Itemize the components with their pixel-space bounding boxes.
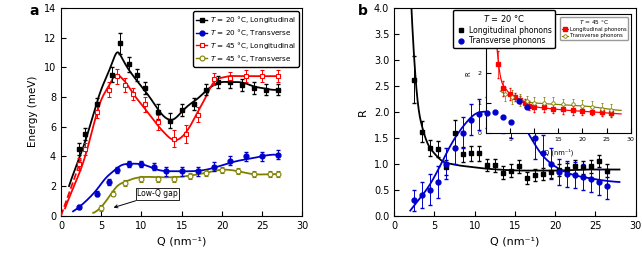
Y-axis label: R: R xyxy=(358,108,369,116)
X-axis label: Q (nm⁻¹): Q (nm⁻¹) xyxy=(157,236,206,246)
Text: a: a xyxy=(30,4,39,18)
Legend: $T$ = 20 °C, Longitudinal, $T$ = 20 °C, Transverse, $T$ = 45 °C, Longitudinal, $: $T$ = 20 °C, Longitudinal, $T$ = 20 °C, … xyxy=(193,11,299,67)
Y-axis label: Energy (meV): Energy (meV) xyxy=(28,76,38,147)
Text: Low-Q gap: Low-Q gap xyxy=(114,190,178,208)
X-axis label: Q (nm⁻¹): Q (nm⁻¹) xyxy=(490,236,539,246)
Text: b: b xyxy=(358,4,368,18)
Legend: Longitudinal phonons, Transverse phonons: Longitudinal phonons, Transverse phonons xyxy=(453,10,555,48)
